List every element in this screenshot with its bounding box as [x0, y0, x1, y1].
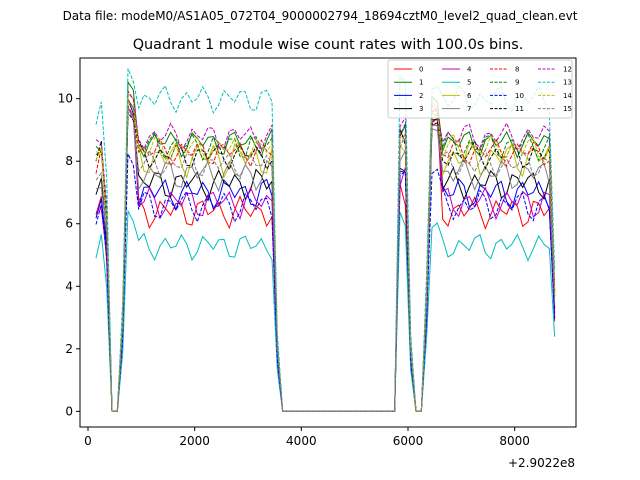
x-offset-label: +2.9022e8: [508, 456, 575, 470]
legend-label-12: 12: [563, 66, 572, 74]
y-axis: 0 2 4 6 8 10: [58, 92, 80, 418]
legend-label-11: 11: [515, 105, 524, 113]
legend-label-3: 3: [419, 105, 423, 113]
y-tick-label: 6: [65, 217, 73, 231]
legend-label-14: 14: [563, 92, 572, 100]
x-tick-label: 6000: [393, 434, 424, 448]
series-line-15: [95, 106, 556, 412]
series-line-10: [95, 153, 556, 412]
x-tick-label: 2000: [179, 434, 210, 448]
legend-label-9: 9: [515, 79, 519, 87]
x-tick-label: 4000: [286, 434, 317, 448]
legend-label-1: 1: [419, 79, 423, 87]
y-tick-label: 0: [65, 404, 73, 418]
plot-area: [95, 68, 556, 412]
x-tick-label: 8000: [499, 434, 530, 448]
legend-label-10: 10: [515, 92, 524, 100]
x-tick-label: 0: [84, 434, 92, 448]
legend-label-15: 15: [563, 105, 572, 113]
legend-label-13: 13: [563, 79, 572, 87]
y-tick-label: 8: [65, 154, 73, 168]
chart-title: Quadrant 1 module wise count rates with …: [133, 37, 524, 53]
legend-label-2: 2: [419, 92, 423, 100]
legend-label-6: 6: [467, 92, 472, 100]
legend-label-5: 5: [467, 79, 471, 87]
axes-frame: [79, 57, 577, 428]
legend-label-7: 7: [467, 105, 471, 113]
legend-label-4: 4: [467, 66, 472, 74]
chart-suptitle: Data file: modeM0/AS1A05_072T04_90000027…: [63, 9, 578, 23]
legend-label-0: 0: [419, 66, 423, 74]
y-tick-label: 2: [65, 342, 73, 356]
x-axis: 0 2000 4000 6000 8000: [84, 427, 530, 448]
y-tick-label: 10: [58, 92, 73, 106]
legend-label-8: 8: [515, 66, 519, 74]
legend-box: [387, 59, 573, 119]
y-tick-label: 4: [65, 279, 73, 293]
